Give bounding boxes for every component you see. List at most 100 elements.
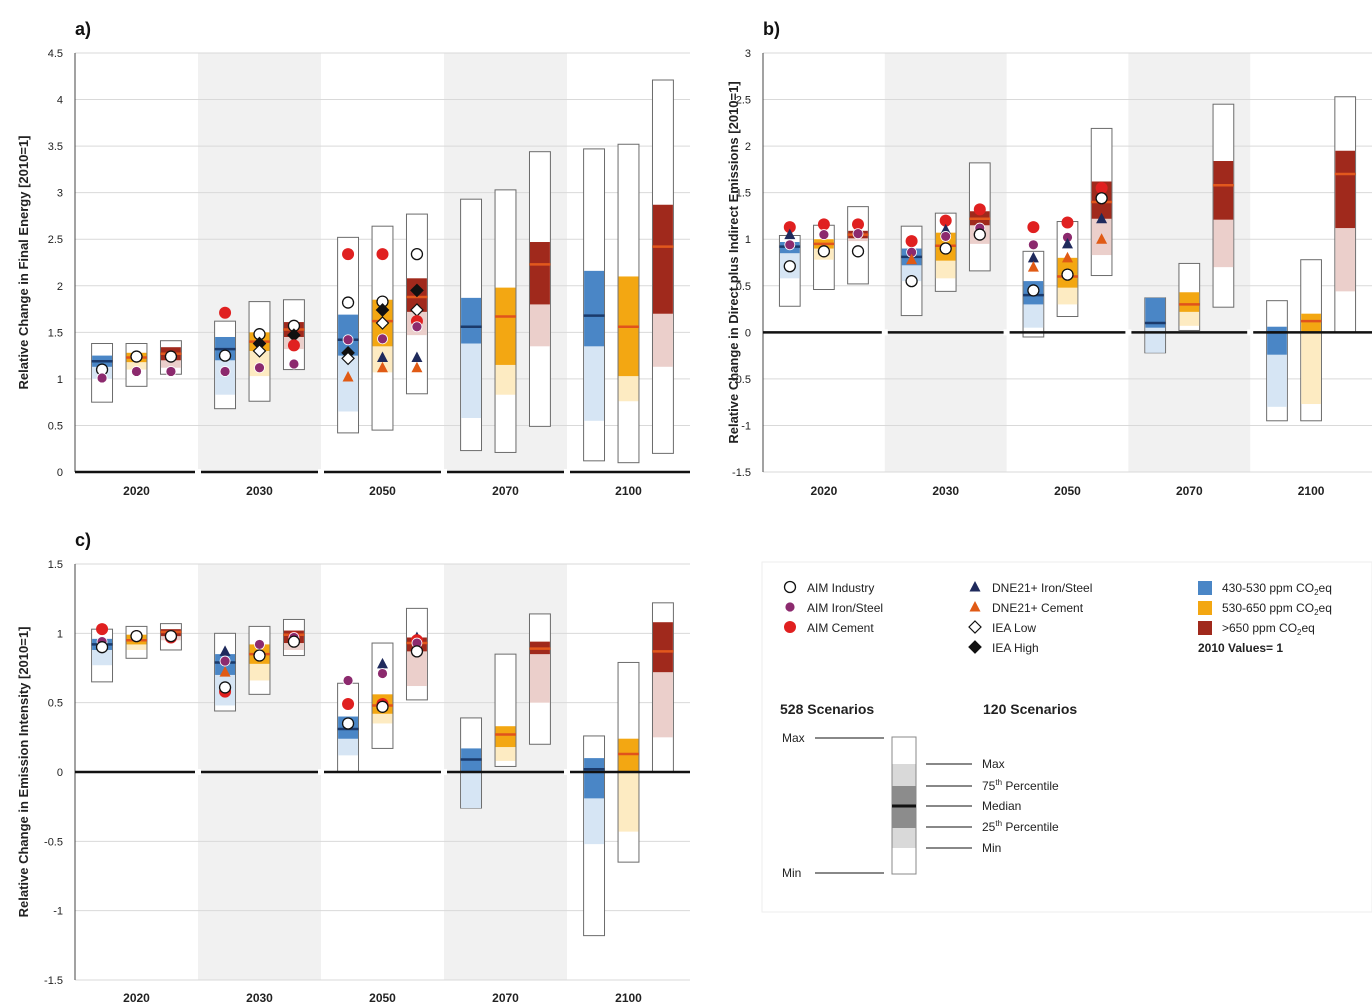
box-inner-percentile (495, 726, 516, 748)
panel-label: a) (75, 19, 91, 39)
marker-aim-cement (939, 214, 952, 227)
y-tick-label: 3.5 (48, 141, 63, 153)
x-category-label: 2050 (369, 991, 396, 1005)
legend-category-label: >650 ppm CO2eq (1222, 621, 1315, 637)
baseline-gap (564, 469, 570, 475)
x-category-label: 2030 (932, 484, 959, 498)
marker-aim-industry (130, 629, 143, 643)
marker-aim-industry (973, 228, 986, 241)
marker-dne-ironsteel (377, 657, 388, 669)
marker-aim-cement (342, 248, 355, 261)
baseline-gap (195, 469, 201, 475)
box-inner-percentile (652, 204, 673, 314)
box-inner-percentile (618, 738, 639, 772)
marker-aim-industry (253, 649, 266, 662)
key-label-percentile: 25th Percentile (982, 819, 1059, 834)
box-outer-percentile (1301, 313, 1321, 405)
box-outer-percentile (529, 641, 550, 703)
box-inner-percentile (1145, 297, 1166, 328)
marker-aim-ironsteel (784, 239, 796, 251)
marker-aim-industry (164, 629, 178, 643)
y-tick-label: 2 (57, 281, 63, 293)
marker-aim-ironsteel (342, 334, 354, 346)
y-tick-label: 3 (745, 48, 751, 60)
marker-aim-industry (939, 242, 952, 255)
marker-aim-industry (410, 645, 424, 658)
marker-aim-industry (287, 635, 301, 648)
marker-aim-industry (817, 245, 831, 258)
legend-scenarios-right: 120 Scenarios (983, 701, 1077, 717)
marker-aim-industry (1027, 284, 1040, 297)
marker-aim-cement (1095, 182, 1108, 195)
y-tick-label: 0.5 (736, 281, 751, 293)
marker-iea-low (252, 344, 267, 358)
box-inner-percentile (461, 297, 482, 344)
legend-marker-dne-cement (969, 601, 981, 612)
baseline-gap (195, 769, 201, 775)
marker-dne-cement (906, 253, 918, 265)
x-category-label: 2030 (246, 991, 273, 1005)
box-inner-percentile (1179, 292, 1200, 312)
marker-aim-cement (376, 248, 389, 261)
marker-aim-cement (817, 218, 830, 231)
x-category-label: 2070 (492, 991, 519, 1005)
legend-category-label: 430-530 ppm CO2eq (1222, 581, 1332, 597)
marker-aim-cement (342, 698, 355, 711)
marker-dne-cement (1062, 251, 1073, 263)
baseline-gap (881, 329, 888, 336)
marker-dne-cement (1027, 261, 1039, 272)
y-tick-label: 3 (57, 188, 63, 200)
legend-label: AIM Cement (807, 621, 874, 635)
marker-aim-industry (783, 260, 796, 273)
marker-aim-ironsteel (131, 366, 142, 377)
legend: AIM Industry AIM Iron/Steel AIM Cement DNE2… (761, 561, 1372, 913)
legend-baseline-note: 2010 Values= 1 (1198, 641, 1283, 655)
box-inner-percentile (584, 758, 605, 799)
y-tick-label: -1 (741, 420, 751, 432)
marker-aim-industry (341, 296, 355, 309)
marker-aim-cement (905, 235, 918, 248)
legend-marker-aim-industry (783, 580, 797, 594)
marker-aim-industry (1061, 268, 1074, 281)
marker-aim-cement (219, 306, 232, 319)
marker-iea-high (410, 283, 424, 298)
y-axis-title: Relative Change in Emission Intensity [2… (16, 627, 31, 918)
marker-aim-industry (95, 641, 109, 654)
marker-aim-ironsteel (377, 333, 388, 345)
marker-dne-cement (377, 361, 388, 373)
y-tick-label: 4.5 (48, 48, 63, 60)
legend-category-label: 530-650 ppm CO2eq (1222, 601, 1332, 617)
legend-label: DNE21+ Cement (992, 601, 1084, 615)
y-tick-label: 1.5 (48, 327, 63, 339)
box-inner-percentile (495, 287, 516, 365)
box-inner-percentile (584, 270, 605, 347)
legend-marker-iea-high (968, 640, 982, 654)
marker-aim-ironsteel (377, 668, 388, 679)
y-axis-title: Relative Change in Final Energy [2010=1] (16, 136, 31, 390)
x-category-label: 2050 (369, 484, 396, 498)
x-category-label: 2050 (1054, 484, 1081, 498)
marker-aim-ironsteel (254, 639, 265, 650)
baseline-gap (441, 469, 447, 475)
key-label-min-left: Min (782, 866, 801, 880)
box-inner-percentile (529, 242, 550, 305)
marker-aim-cement (1027, 221, 1040, 234)
marker-aim-ironsteel (818, 229, 830, 240)
marker-aim-ironsteel (852, 228, 864, 240)
marker-aim-ironsteel (96, 372, 108, 384)
marker-aim-cement (1061, 216, 1074, 229)
y-axis-title: Relative Change in Direct plus Indirect … (726, 81, 741, 443)
legend-label: AIM Iron/Steel (807, 601, 883, 615)
marker-dne-cement (219, 666, 231, 677)
marker-dne-ironsteel (1096, 212, 1108, 224)
baseline-gap (1247, 329, 1254, 336)
baseline-gap (564, 769, 570, 775)
marker-aim-cement (973, 203, 986, 216)
legend-marker-iea-low (968, 620, 982, 634)
x-category-label: 2100 (615, 991, 642, 1005)
key-label-right: Median (982, 799, 1021, 813)
x-category-label: 2030 (246, 484, 273, 498)
baseline-gap (318, 469, 324, 475)
y-tick-label: -0.5 (44, 836, 63, 848)
marker-aim-industry (218, 681, 232, 694)
